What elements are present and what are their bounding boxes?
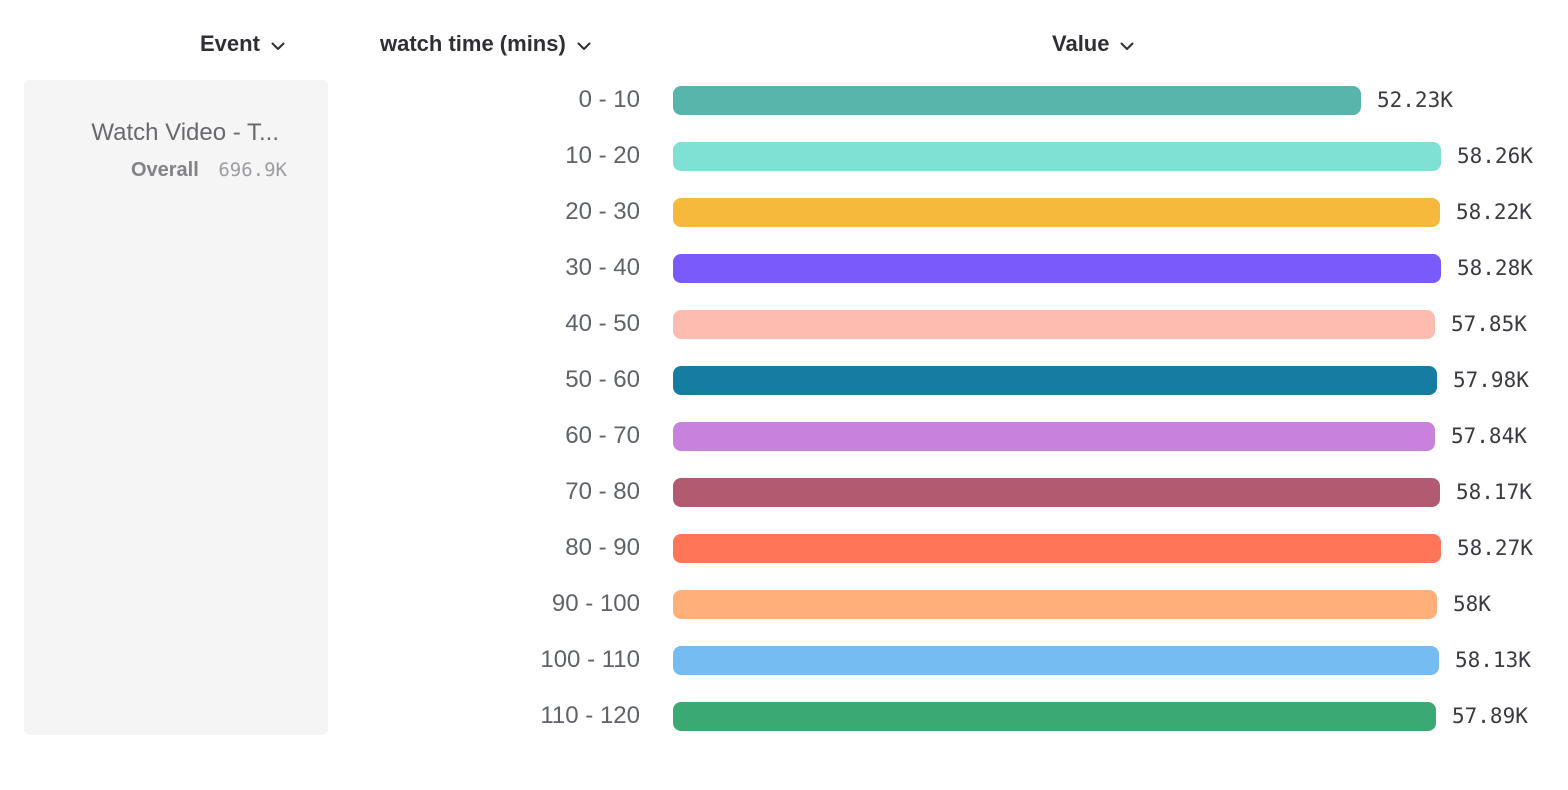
bar-row-label: 110 - 120 [540, 702, 640, 729]
bar-value: 57.84K [1451, 424, 1527, 448]
column-header-breakdown[interactable]: watch time (mins) [380, 28, 591, 60]
bar-row-label: 30 - 40 [565, 254, 640, 281]
bar[interactable] [673, 141, 1441, 171]
bar-row: 80 - 90 58.27K [0, 520, 1568, 576]
bar[interactable] [673, 197, 1440, 227]
bar-value: 58.13K [1455, 648, 1531, 672]
bar-value: 57.98K [1453, 368, 1529, 392]
bar[interactable] [673, 309, 1435, 339]
bar-value: 52.23K [1377, 88, 1453, 112]
bar-row-label: 50 - 60 [565, 366, 640, 393]
bar[interactable] [673, 85, 1361, 115]
bar-row-label: 40 - 50 [565, 310, 640, 337]
bar-row-label: 70 - 80 [565, 478, 640, 505]
column-header-event-label: Event [200, 31, 260, 56]
bar-row-label: 60 - 70 [565, 422, 640, 449]
overall-label: Overall [130, 159, 199, 181]
bar-row: 0 - 10 52.23K [0, 72, 1568, 128]
bar-value: 57.89K [1452, 704, 1528, 728]
chevron-down-icon [271, 42, 285, 51]
bar[interactable] [673, 589, 1437, 619]
bar[interactable] [673, 701, 1436, 731]
bar-row: 10 - 20 58.26K [0, 128, 1568, 184]
overall-value: 696.9K [218, 159, 287, 181]
bar-row: 50 - 60 57.98K [0, 352, 1568, 408]
bar-row-label: 100 - 110 [540, 646, 640, 673]
bar[interactable] [673, 253, 1441, 283]
bar[interactable] [673, 533, 1441, 563]
bar-row: 100 - 110 58.13K [0, 632, 1568, 688]
chevron-down-icon [577, 42, 591, 51]
bar-value: 58K [1453, 592, 1491, 616]
event-card[interactable]: Watch Video - T... Overall 696.9K [24, 80, 328, 735]
event-title: Watch Video - T... [91, 119, 279, 146]
column-header-value[interactable]: Value [1052, 28, 1134, 60]
bar[interactable] [673, 365, 1437, 395]
bar[interactable] [673, 421, 1435, 451]
bar-row-label: 80 - 90 [565, 534, 640, 561]
chevron-down-icon [1120, 42, 1134, 51]
column-header-value-label: Value [1052, 31, 1110, 56]
bar-row-label: 20 - 30 [565, 198, 640, 225]
column-header-event[interactable]: Event [200, 28, 285, 60]
column-header-breakdown-label: watch time (mins) [380, 31, 566, 56]
bar-row: 30 - 40 58.28K [0, 240, 1568, 296]
bar-chart: 0 - 10 52.23K 10 - 20 58.26K 20 - 30 58.… [0, 72, 1568, 744]
bar[interactable] [673, 645, 1439, 675]
bar-value: 58.26K [1457, 144, 1533, 168]
bar-value: 58.17K [1456, 480, 1532, 504]
bar-value: 57.85K [1451, 312, 1527, 336]
event-overall-row: Overall 696.9K [24, 157, 328, 183]
bar-value: 58.28K [1457, 256, 1533, 280]
bar-row: 20 - 30 58.22K [0, 184, 1568, 240]
bar-row: 110 - 120 57.89K [0, 688, 1568, 744]
bar-value: 58.27K [1457, 536, 1533, 560]
bar-value: 58.22K [1456, 200, 1532, 224]
bar-row-label: 90 - 100 [551, 590, 640, 617]
bar-row: 90 - 100 58K [0, 576, 1568, 632]
bar-row: 40 - 50 57.85K [0, 296, 1568, 352]
bar-row-label: 0 - 10 [578, 86, 640, 113]
bar-row: 70 - 80 58.17K [0, 464, 1568, 520]
bar-row: 60 - 70 57.84K [0, 408, 1568, 464]
bar-row-label: 10 - 20 [565, 142, 640, 169]
bar[interactable] [673, 477, 1440, 507]
